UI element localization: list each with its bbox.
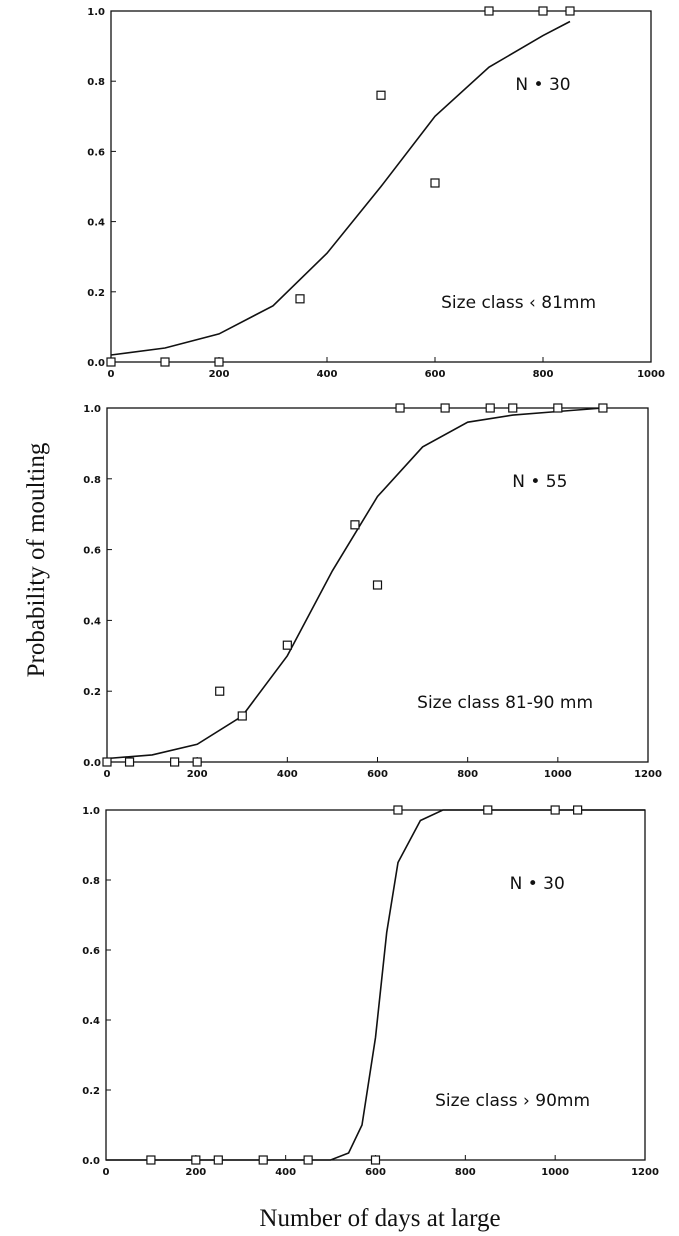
y-axis-title: Probability of moulting: [23, 442, 50, 677]
x-tick-label: 400: [277, 769, 298, 780]
data-point: [440, 403, 450, 413]
data-point: [282, 640, 292, 650]
x-tick-label: 600: [425, 369, 446, 380]
data-point: [170, 757, 180, 767]
y-tick-label: 0.6: [83, 546, 101, 557]
data-point: [376, 90, 386, 100]
data-point: [303, 1155, 313, 1165]
data-point: [485, 403, 495, 413]
x-tick-label: 800: [455, 1167, 476, 1178]
sample-size-annotation: N • 55: [512, 472, 567, 492]
x-tick-label: 200: [185, 1167, 206, 1178]
data-point: [350, 520, 360, 530]
x-tick-label: 1200: [634, 769, 662, 780]
sample-size-annotation: N • 30: [515, 75, 570, 95]
y-tick-label: 0.0: [83, 758, 101, 769]
data-point: [102, 757, 112, 767]
fitted-curve: [106, 809, 645, 1161]
sample-size-annotation: N • 30: [510, 874, 565, 894]
x-tick-label: 1000: [637, 369, 665, 380]
fitted-curve: [110, 20, 571, 356]
panels: 0.0 0.2 0.4 0.6 0.8 1.0 0 200 400 600 800 1000 N • 3…: [82, 6, 665, 1178]
data-point: [538, 6, 548, 16]
plot-frame: [110, 10, 652, 363]
data-point: [573, 805, 583, 815]
x-tick-label: 600: [367, 769, 388, 780]
y-tick-label: 0.6: [82, 946, 100, 957]
x-tick-label: 0: [108, 369, 115, 380]
size-class-annotation: Size class 81-90 mm: [417, 693, 593, 713]
chart-panel-2: 0.0 0.2 0.4 0.6 0.8 1.0 0 200 400 600 800 1000 1200 N…: [83, 403, 662, 780]
data-point: [484, 6, 494, 16]
data-point: [370, 1155, 381, 1165]
data-point: [214, 357, 224, 367]
data-point: [258, 1155, 268, 1165]
y-tick-label: 0.8: [82, 876, 100, 887]
chart-panel-3: 0.0 0.2 0.4 0.6 0.8 1.0 0 200 400 600 800 1000 1200 N…: [82, 805, 659, 1178]
y-tick-label: 0.2: [82, 1086, 100, 1097]
size-class-annotation: Size class › 90mm: [435, 1091, 590, 1111]
chart-panel-1: 0.0 0.2 0.4 0.6 0.8 1.0 0 200 400 600 800 1000 N • 3…: [87, 6, 665, 380]
data-point: [295, 294, 305, 304]
fitted-curve: [106, 407, 603, 760]
data-point: [160, 357, 170, 367]
size-class-annotation: Size class ‹ 81mm: [441, 293, 596, 313]
x-tick-label: 800: [533, 369, 554, 380]
y-tick-label: 0.0: [82, 1156, 100, 1167]
y-tick-label: 0.8: [87, 77, 105, 88]
x-tick-label: 0: [103, 1167, 110, 1178]
data-point: [146, 1155, 156, 1165]
x-axis-title: Number of days at large: [259, 1205, 500, 1232]
x-tick-label: 600: [365, 1167, 386, 1178]
data-point: [213, 1155, 223, 1165]
x-tick-label: 800: [457, 769, 478, 780]
data-point: [430, 178, 440, 188]
y-tick-label: 0.8: [83, 475, 101, 486]
x-tick-label: 400: [275, 1167, 296, 1178]
data-point: [191, 1155, 201, 1165]
x-tick-label: 200: [187, 769, 208, 780]
data-point: [395, 403, 405, 413]
y-tick-label: 0.4: [87, 218, 105, 229]
data-point: [553, 403, 563, 413]
y-tick-label: 0.4: [83, 616, 101, 627]
x-tick-label: 1200: [631, 1167, 659, 1178]
y-tick-label: 1.0: [82, 806, 100, 817]
data-point: [237, 711, 247, 721]
y-tick-label: 0.2: [83, 687, 101, 698]
data-point: [508, 403, 518, 413]
x-tick-label: 1000: [541, 1167, 569, 1178]
data-point: [106, 357, 116, 367]
data-point: [192, 757, 202, 767]
data-point: [215, 686, 225, 696]
y-tick-label: 0.2: [87, 288, 105, 299]
data-point: [124, 757, 135, 767]
data-point: [483, 805, 493, 815]
y-tick-label: 0.0: [87, 358, 105, 369]
x-tick-label: 400: [317, 369, 338, 380]
data-point: [393, 805, 403, 815]
data-point: [550, 805, 560, 815]
data-point: [565, 6, 575, 16]
data-point: [598, 403, 608, 413]
y-tick-label: 1.0: [83, 404, 101, 415]
y-tick-label: 1.0: [87, 7, 105, 18]
x-tick-label: 1000: [544, 769, 572, 780]
data-point: [372, 580, 383, 590]
y-tick-label: 0.6: [87, 147, 105, 158]
x-tick-label: 200: [209, 369, 230, 380]
y-tick-label: 0.4: [82, 1016, 100, 1027]
x-tick-label: 0: [104, 769, 111, 780]
